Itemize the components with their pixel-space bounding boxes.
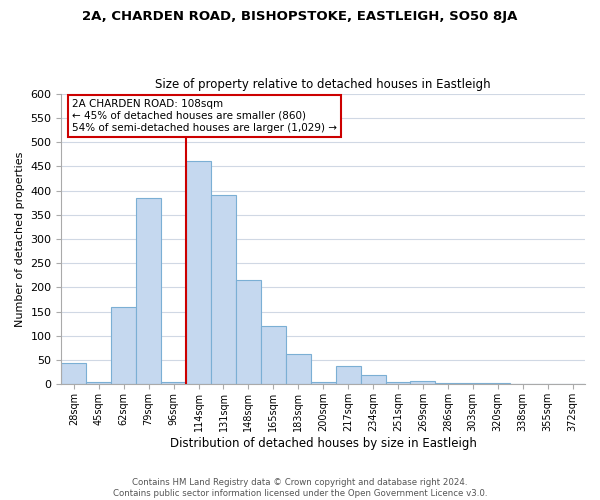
X-axis label: Distribution of detached houses by size in Eastleigh: Distribution of detached houses by size … — [170, 437, 476, 450]
Bar — [61, 362, 86, 384]
Bar — [111, 307, 136, 384]
Bar — [460, 383, 485, 384]
Y-axis label: Number of detached properties: Number of detached properties — [15, 152, 25, 326]
Bar — [286, 354, 311, 384]
Bar — [211, 196, 236, 384]
Text: Contains HM Land Registry data © Crown copyright and database right 2024.
Contai: Contains HM Land Registry data © Crown c… — [113, 478, 487, 498]
Bar — [335, 366, 361, 384]
Title: Size of property relative to detached houses in Eastleigh: Size of property relative to detached ho… — [155, 78, 491, 91]
Bar — [261, 326, 286, 384]
Bar — [161, 382, 186, 384]
Text: 2A, CHARDEN ROAD, BISHOPSTOKE, EASTLEIGH, SO50 8JA: 2A, CHARDEN ROAD, BISHOPSTOKE, EASTLEIGH… — [82, 10, 518, 23]
Bar — [436, 383, 460, 384]
Bar — [361, 374, 386, 384]
Bar — [410, 380, 436, 384]
Bar — [186, 162, 211, 384]
Text: 2A CHARDEN ROAD: 108sqm
← 45% of detached houses are smaller (860)
54% of semi-d: 2A CHARDEN ROAD: 108sqm ← 45% of detache… — [72, 100, 337, 132]
Bar — [86, 382, 111, 384]
Bar — [136, 198, 161, 384]
Bar — [236, 280, 261, 384]
Bar — [386, 382, 410, 384]
Bar — [311, 382, 335, 384]
